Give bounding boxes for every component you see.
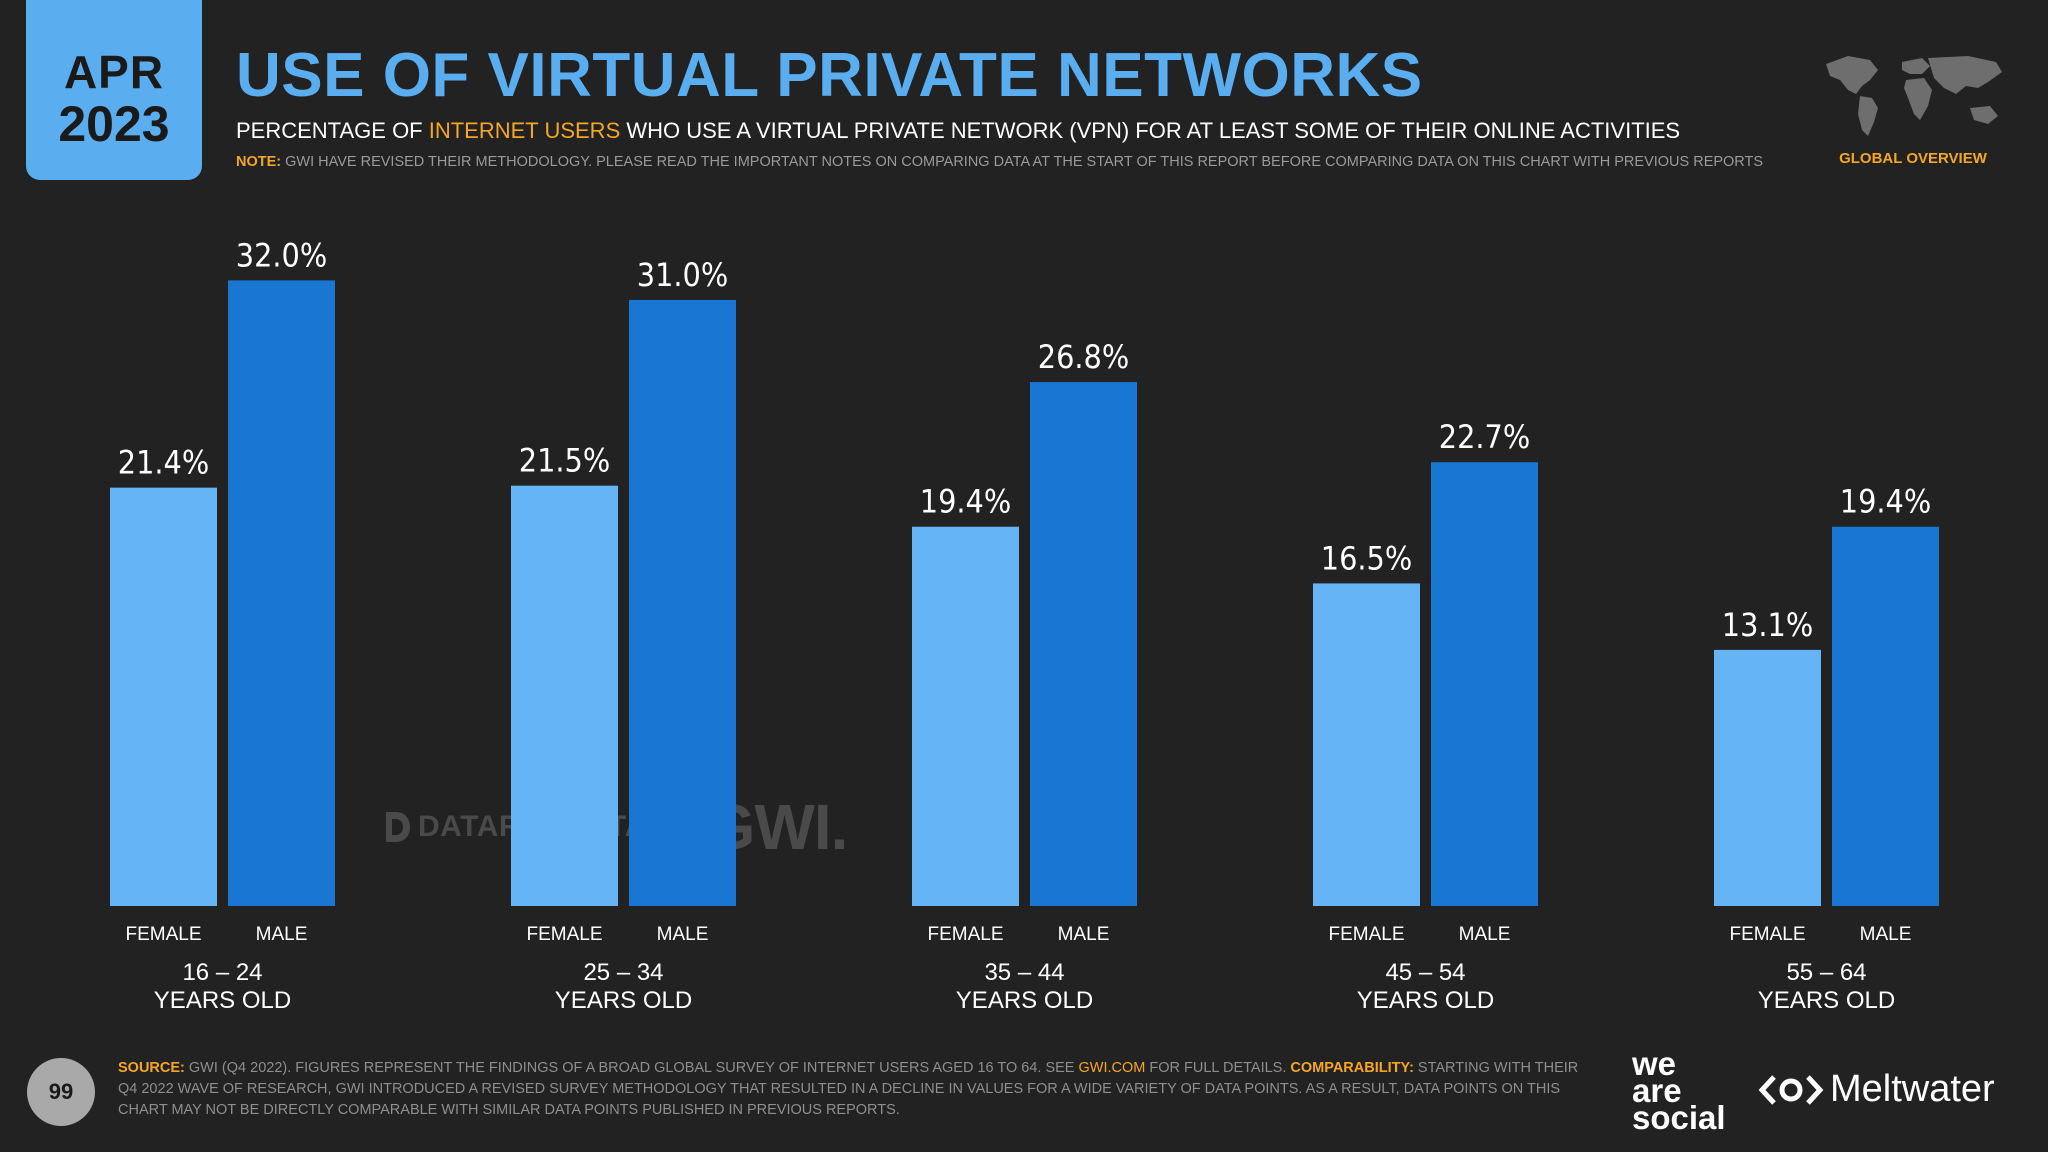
comparability-text: STARTING WITH THEIR Q4 2022 WAVE OF RESE… (118, 1060, 1579, 1118)
source-label: SOURCE: (118, 1060, 185, 1076)
chart-subtitle: PERCENTAGE OF INTERNET USERS WHO USE A V… (236, 118, 1680, 144)
data-label-male-5: 19.4% (1840, 483, 1931, 521)
data-label-female-5: 13.1% (1722, 606, 1813, 644)
category-sublabel-5: YEARS OLD (1758, 987, 1895, 1014)
we-are-social-logo: we are social (1632, 1045, 1726, 1136)
category-label-4: 45 – 54 (1385, 959, 1465, 986)
data-label-female-2: 21.5% (519, 442, 610, 480)
series-label-female-2: FEMALE (526, 924, 602, 945)
source-text-2: FOR FULL DETAILS. (1145, 1060, 1291, 1076)
brand-are: are (1632, 1072, 1682, 1109)
note-text: GWI HAVE REVISED THEIR METHODOLOGY. PLEA… (281, 154, 1764, 170)
series-label-female-4: FEMALE (1328, 924, 1404, 945)
data-label-male-4: 22.7% (1439, 418, 1530, 456)
comparability-label: COMPARABILITY: (1290, 1060, 1414, 1076)
brand-meltwater: Meltwater (1830, 1068, 1995, 1110)
bar-female-1 (110, 487, 217, 906)
data-label-male-2: 31.0% (637, 256, 728, 294)
category-sublabel-3: YEARS OLD (956, 987, 1093, 1014)
series-label-male-5: MALE (1860, 924, 1912, 945)
bar-male-4 (1431, 462, 1538, 906)
bar-male-1 (228, 280, 335, 906)
source-link[interactable]: GWI.COM (1078, 1060, 1146, 1076)
brand-social: social (1632, 1099, 1726, 1136)
region-label: GLOBAL OVERVIEW (1839, 150, 1987, 167)
date-month: APR (63, 46, 165, 98)
source-footer: SOURCE: GWI (Q4 2022). FIGURES REPRESENT… (118, 1058, 1593, 1121)
data-label-female-1: 21.4% (118, 444, 209, 482)
bar-male-2 (629, 299, 736, 906)
data-label-female-4: 16.5% (1321, 539, 1412, 577)
category-label-5: 55 – 64 (1786, 959, 1866, 986)
date-year: 2023 (58, 96, 170, 152)
category-sublabel-4: YEARS OLD (1357, 987, 1494, 1014)
bar-male-3 (1030, 382, 1137, 906)
category-sublabel-1: YEARS OLD (154, 987, 291, 1014)
bar-female-2 (511, 485, 618, 906)
category-label-1: 16 – 24 (182, 959, 262, 986)
source-text-1: GWI (Q4 2022). FIGURES REPRESENT THE FIN… (184, 1060, 1079, 1076)
methodology-note: NOTE: GWI HAVE REVISED THEIR METHODOLOGY… (236, 154, 1763, 170)
note-label: NOTE: (236, 154, 282, 170)
brand-we: we (1632, 1045, 1677, 1082)
world-map-icon (1826, 56, 2002, 136)
series-label-female-1: FEMALE (125, 924, 201, 945)
data-label-male-3: 26.8% (1038, 338, 1129, 376)
data-label-female-3: 19.4% (920, 483, 1011, 521)
series-label-male-2: MALE (657, 924, 709, 945)
page-title: USE OF VIRTUAL PRIVATE NETWORKS (236, 41, 1423, 110)
bar-male-5 (1832, 526, 1939, 906)
category-label-3: 35 – 44 (984, 959, 1064, 986)
data-label-male-1: 32.0% (236, 236, 327, 274)
meltwater-logo: Meltwater (1758, 1068, 1995, 1111)
date-badge: APR 2023 (26, 0, 202, 180)
subtitle-after: WHO USE A VIRTUAL PRIVATE NETWORK (VPN) … (620, 118, 1681, 143)
subtitle-before: PERCENTAGE OF (236, 118, 429, 143)
series-label-female-5: FEMALE (1729, 924, 1805, 945)
page-number: 99 (27, 1058, 95, 1126)
subtitle-highlight: INTERNET USERS (428, 118, 621, 143)
meltwater-mark-icon (1758, 1074, 1824, 1105)
series-label-male-4: MALE (1459, 924, 1511, 945)
category-label-2: 25 – 34 (583, 959, 663, 986)
series-label-female-3: FEMALE (927, 924, 1003, 945)
series-label-male-1: MALE (256, 924, 308, 945)
bar-female-3 (912, 526, 1019, 906)
bar-female-4 (1313, 583, 1420, 906)
bar-female-5 (1714, 649, 1821, 906)
category-sublabel-2: YEARS OLD (555, 987, 692, 1014)
series-label-male-3: MALE (1058, 924, 1110, 945)
datareportal-logo-icon (386, 812, 410, 842)
